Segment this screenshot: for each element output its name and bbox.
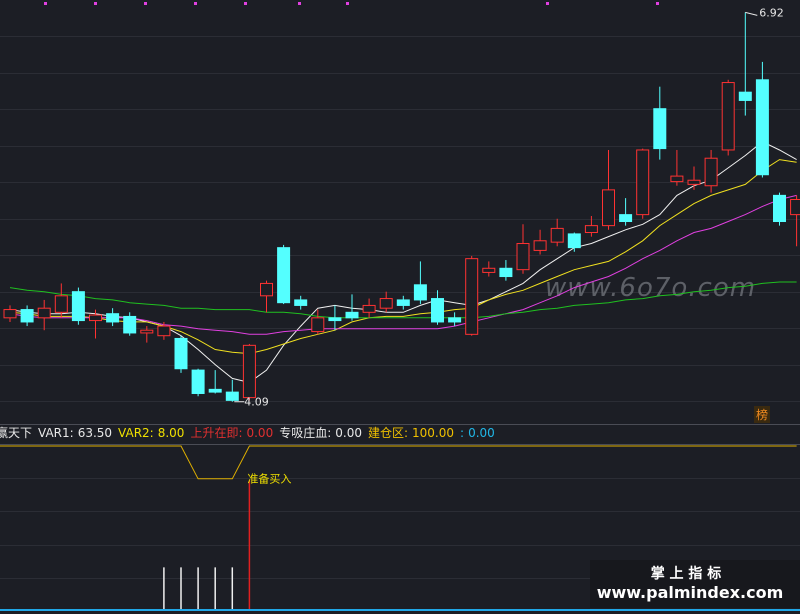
candle-body	[465, 258, 479, 335]
footer-box	[590, 560, 800, 608]
plot: 6.92 4.09 准备买入	[0, 6, 800, 610]
top-dots	[44, 2, 659, 5]
indicator-label: 专吸庄血:	[279, 426, 332, 440]
indicator-label: 上升在即:	[190, 426, 243, 440]
indicator-item: 专吸庄血: 0.00	[279, 424, 362, 442]
candle-body	[516, 243, 530, 271]
candle-body	[755, 79, 769, 176]
ma-line	[9, 141, 797, 384]
candle-body	[157, 325, 171, 337]
signal-annotation: 准备买入	[247, 471, 291, 485]
high-arrow	[745, 11, 758, 16]
candle-body	[20, 309, 34, 323]
candle-body	[311, 317, 325, 333]
badge: 榜	[756, 407, 768, 422]
badge-box	[754, 406, 770, 423]
candle-body	[721, 82, 735, 151]
candle-body	[3, 309, 17, 319]
candle-body	[37, 307, 51, 319]
low-label: 4.09	[244, 396, 268, 409]
candle-body	[106, 313, 120, 323]
candle-body	[584, 225, 598, 234]
candle-body	[413, 284, 427, 301]
high-label: 6.92	[759, 6, 784, 19]
indicator-item: VAR2: 8.00	[118, 424, 184, 442]
candle-body	[54, 295, 68, 313]
indicator-value: 63.50	[77, 426, 113, 440]
indicator-line	[0, 445, 797, 480]
indicator-label: VAR1:	[38, 426, 74, 440]
candle-body	[602, 189, 615, 227]
candle-body	[140, 329, 154, 334]
candle-body	[773, 194, 786, 223]
indicator-header: 赢天下 VAR1: 63.50 VAR2: 8.00 上升在即: 0.00 专吸庄血: 0.0…	[0, 424, 495, 442]
candle-body	[328, 317, 342, 322]
ma-line	[9, 194, 797, 335]
indicator-item: 上升在即: 0.00	[190, 424, 273, 442]
background-grid	[0, 36, 800, 579]
candle-body	[738, 91, 752, 101]
candle-body	[567, 233, 581, 249]
candle-body	[362, 304, 376, 313]
candle-body	[208, 388, 222, 393]
candle-body	[670, 175, 684, 183]
candle-body	[431, 298, 444, 323]
indicator-value: 8.00	[157, 426, 185, 440]
candle-body	[71, 291, 85, 322]
candle-body	[260, 282, 273, 297]
candle-body	[790, 198, 800, 216]
indicator-name: 赢天下	[0, 426, 33, 440]
candle-body	[636, 149, 650, 216]
candle-body	[225, 391, 239, 401]
candle-body	[533, 240, 547, 251]
candle-body	[499, 267, 513, 278]
candle-body	[396, 299, 410, 306]
candle-body	[550, 227, 564, 243]
watermark: www.6o7o.com	[545, 273, 756, 303]
candle-body	[482, 267, 496, 273]
candle-body	[379, 298, 393, 309]
footer-title: 掌 上 指 标	[651, 565, 722, 582]
candle-body	[277, 247, 291, 304]
indicator-label: 建仓区:	[367, 426, 409, 440]
indicator-value: 0.00	[246, 426, 274, 440]
candle-body	[174, 337, 188, 370]
candle-body	[89, 314, 102, 322]
candle-body	[619, 214, 633, 223]
candle-body	[345, 311, 359, 319]
ma-line	[9, 281, 797, 319]
footer-url: www.palmindex.com	[597, 583, 784, 602]
indicator-value: 100.00	[412, 426, 455, 440]
indicator-item: 建仓区: 100.00	[368, 424, 454, 442]
candle-body	[191, 369, 205, 394]
candle-body	[448, 317, 462, 323]
candle-body	[123, 315, 137, 334]
indicator-item: VAR1: 63.50	[38, 424, 112, 442]
indicator-value: 0.00	[335, 426, 362, 440]
indicator-label: :	[460, 426, 465, 440]
candle-body	[653, 108, 667, 150]
candle-body	[294, 299, 308, 306]
candle-body	[704, 157, 718, 187]
indicator-value: 0.00	[468, 426, 495, 440]
indicator-item: :0.00	[460, 424, 495, 442]
indicator-label: VAR2:	[118, 426, 154, 440]
candle-body	[242, 344, 256, 399]
candle-body	[687, 179, 701, 185]
ma-line	[9, 159, 797, 355]
